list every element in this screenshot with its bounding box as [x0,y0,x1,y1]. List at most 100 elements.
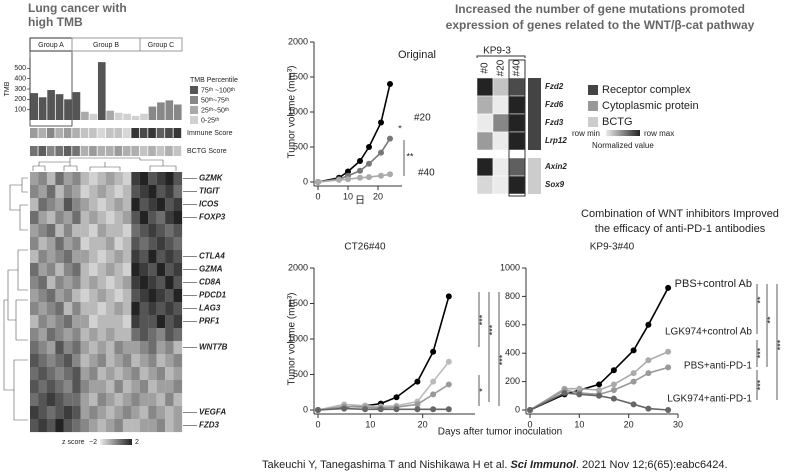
group-bar [528,78,541,96]
data-point [366,174,372,181]
heatmap-cell [55,341,64,355]
heatmap-cell [38,263,47,277]
heatmap-cell [122,315,132,329]
scale-title: Normalized value [592,141,654,150]
y-axis-label: Tumor volume (mm³) [287,293,298,386]
heatmap-cell [156,237,166,251]
heatmap-cell [38,419,47,433]
heatmap-cell [30,198,39,212]
heatmap-cell [173,406,183,420]
significance: ** [765,316,775,324]
data-point [445,406,452,413]
zscale-tick: 2 [135,439,139,446]
x-axis-label: 日 [355,196,365,207]
heatmap-cell [173,354,183,368]
heatmap-cell [46,198,56,212]
heatmap-cell [106,224,115,238]
y-tick-label: 0 [303,176,308,186]
x-tick-label: 0 [315,419,320,429]
heatmap-cell [173,315,183,329]
heatmap-cell [30,263,39,277]
heatmap-cell [139,289,149,303]
heatmap-cell [122,263,132,277]
heatmap-cell [55,263,64,277]
heatmap-cell [156,263,166,277]
heatmap-cell [46,237,56,251]
score-cell [148,128,156,138]
data-point [377,406,384,413]
heatmap-cell [46,263,56,277]
scale-min: row min [572,129,600,138]
data-point [336,176,342,183]
data-point [341,405,348,412]
heatmap-cell [106,185,115,199]
heatmap-cell [173,302,183,316]
row-label: BCTG Score [187,148,227,155]
gene-label: LAG3 [199,304,221,313]
bar [55,94,64,120]
heatmap-cell [476,175,494,195]
gene-label: GZMA [199,265,223,274]
significance: *** [497,354,507,365]
data-point [387,171,393,178]
bar [140,113,148,120]
heatmap-cell [55,237,64,251]
score-cell [165,146,173,156]
heatmap-cell [173,263,183,277]
heatmap-cell [55,172,64,186]
heatmap-cell [165,406,174,420]
heatmap-cell [139,393,149,407]
group-bar [528,176,541,194]
heatmap-cell [63,289,73,303]
heatmap-cell [106,237,115,251]
heatmap-cell [156,198,166,212]
heatmap-cell [80,237,90,251]
heatmap-cell [80,289,90,303]
heatmap-cell [173,250,183,264]
data-point [610,381,617,388]
heatmap-cell [131,380,140,394]
panel-title: expression of genes related to the WNT/β… [446,18,755,32]
score-cell [97,146,106,156]
heatmap-cell [46,315,56,329]
data-point [630,401,637,408]
data-point [357,158,363,164]
gene-label: VEGFA [199,408,226,417]
heatmap-cell [131,172,140,186]
score-cell [80,146,89,156]
score-cell [173,128,182,138]
data-point [430,348,437,355]
score-cell [122,128,131,138]
group-label: Group B [93,42,119,49]
heatmap-cell [165,315,174,329]
heatmap-cell [72,198,81,212]
score-cell [122,146,131,156]
score-cell [63,128,72,138]
heatmap-cell [80,172,90,186]
heatmap-cell [106,328,115,342]
heatmap-cell [165,250,174,264]
heatmap-cell [46,276,56,290]
heatmap-cell [139,419,149,433]
heatmap-cell [89,211,98,225]
heatmap-cell [30,224,39,238]
heatmap-cell [80,302,90,316]
heatmap-cell [30,250,39,264]
heatmap-cell [72,289,81,303]
heatmap-cell [30,406,39,420]
data-point [414,378,421,385]
heatmap-cell [131,328,140,342]
data-point [414,401,421,408]
heatmap-cell [97,393,107,407]
heatmap-cell [165,367,174,381]
heatmap-cell [46,250,56,264]
heatmap-cell [46,380,56,394]
y-tick-label: 100 [14,107,26,114]
dendrogram [3,157,177,421]
heatmap-cell [89,289,98,303]
heatmap-cell [30,172,39,186]
heatmap-cell [114,276,123,290]
heatmap-cell [173,328,183,342]
heatmap-cell [63,315,73,329]
y-tick-label: 1000 [288,333,308,343]
